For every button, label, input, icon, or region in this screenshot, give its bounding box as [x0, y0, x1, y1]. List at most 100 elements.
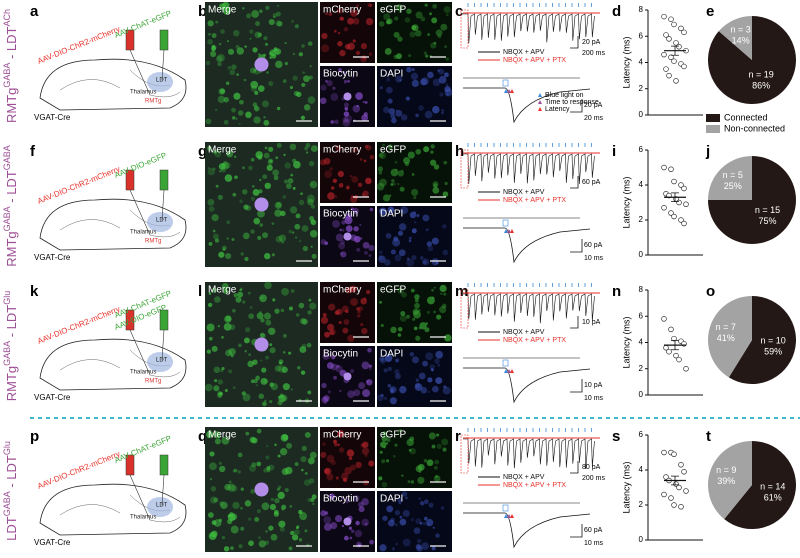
cell-texture [324, 468, 330, 474]
cell-texture [238, 544, 243, 549]
cell-texture [431, 546, 436, 551]
cell-texture [310, 182, 314, 186]
cell-texture [388, 144, 393, 150]
cell-texture [425, 322, 429, 325]
cell-texture [245, 205, 252, 211]
cell-texture [421, 542, 429, 550]
cell-texture [359, 158, 363, 161]
cell-texture [248, 517, 252, 521]
y-tick-label: 6 [639, 311, 644, 320]
syringe-green [159, 454, 169, 476]
region-label: RMTg [145, 99, 161, 105]
cell-texture [426, 310, 430, 314]
cell-texture [258, 189, 263, 194]
cell-texture [411, 255, 417, 261]
pie-count: n = 9 [716, 465, 736, 475]
pie-share: 86% [752, 80, 770, 90]
latency-point [666, 36, 672, 42]
cell-texture [264, 399, 267, 402]
cell-texture [220, 29, 225, 34]
panel-letter: l [198, 283, 202, 300]
cell-texture [418, 105, 424, 111]
cell-texture [237, 110, 244, 116]
cell-texture [226, 40, 230, 43]
cell-texture [241, 391, 246, 396]
cell-texture [391, 547, 395, 551]
cell-texture [246, 13, 252, 19]
cell-texture [397, 230, 404, 236]
row-label: RMTgGABA - LDTACh [2, 9, 19, 123]
cell-texture [392, 182, 396, 186]
schematic [39, 29, 187, 111]
cell-texture [369, 207, 374, 212]
marker-label: Time to response [545, 99, 599, 106]
cell-texture [275, 235, 283, 243]
cell-texture [390, 517, 395, 523]
cell-texture [354, 530, 363, 538]
cell-texture [395, 523, 398, 527]
cell-texture [391, 208, 394, 211]
zoom-box [460, 289, 469, 329]
cell-texture [355, 520, 360, 526]
panel-letter: n [612, 283, 621, 300]
cell-texture [223, 322, 232, 331]
y-tick-label: 8 [639, 285, 644, 294]
cell-texture [302, 318, 308, 325]
cell-texture [213, 366, 221, 374]
y-tick-label: 0 [639, 110, 644, 119]
cell-texture [289, 85, 294, 90]
cell-texture [334, 195, 338, 199]
cell-texture [377, 394, 384, 402]
cell-texture [269, 503, 277, 511]
image-label: Biocytin [323, 349, 358, 360]
cell-texture [239, 99, 244, 105]
latency-point [671, 178, 677, 185]
cell-texture [275, 11, 281, 17]
cell-texture [277, 21, 283, 27]
cell-texture [369, 3, 373, 7]
labelled-neuron [254, 482, 269, 497]
cell-texture [406, 258, 415, 267]
cell-texture [289, 143, 297, 151]
cell-texture [217, 61, 222, 67]
y-axis-label: Latency (ms) [621, 36, 631, 88]
cell-texture [361, 518, 369, 527]
brain-outline [39, 198, 187, 251]
cell-texture [210, 486, 217, 492]
cell-texture [422, 260, 427, 265]
latency-point [681, 63, 687, 70]
cell-texture [276, 202, 282, 208]
cell-texture [326, 362, 334, 369]
cell-texture [390, 113, 396, 119]
cell-texture [302, 71, 305, 74]
cell-texture [306, 194, 315, 203]
trace-legend: NBQX + APV [503, 474, 545, 481]
zoom-box [460, 434, 469, 474]
cell-texture [344, 535, 349, 541]
cell-texture [260, 359, 263, 362]
y-axis-label: Latency (ms) [621, 176, 631, 228]
cell-texture [253, 217, 261, 225]
y-tick-label: 2 [639, 84, 644, 93]
cell-texture [293, 529, 300, 536]
y-tick-label: 4 [639, 180, 644, 189]
cell-texture [394, 443, 398, 447]
panel-letter: t [706, 428, 711, 445]
cell-texture [399, 515, 403, 519]
cell-texture [343, 79, 348, 84]
cell-texture [379, 357, 387, 364]
cell-texture [309, 451, 317, 459]
cell-texture [290, 173, 294, 177]
cell-texture [346, 186, 350, 190]
labelled-neuron [343, 92, 352, 101]
cell-texture [338, 242, 346, 250]
cell-texture [209, 451, 215, 457]
cell-texture [261, 100, 270, 108]
latency-point [678, 504, 684, 510]
cell-texture [411, 173, 415, 176]
scale-label: 20 pA [584, 102, 603, 109]
pie-share: 61% [764, 493, 782, 503]
cell-texture [368, 52, 373, 56]
cell-texture [303, 104, 311, 111]
latency-point [683, 488, 689, 494]
